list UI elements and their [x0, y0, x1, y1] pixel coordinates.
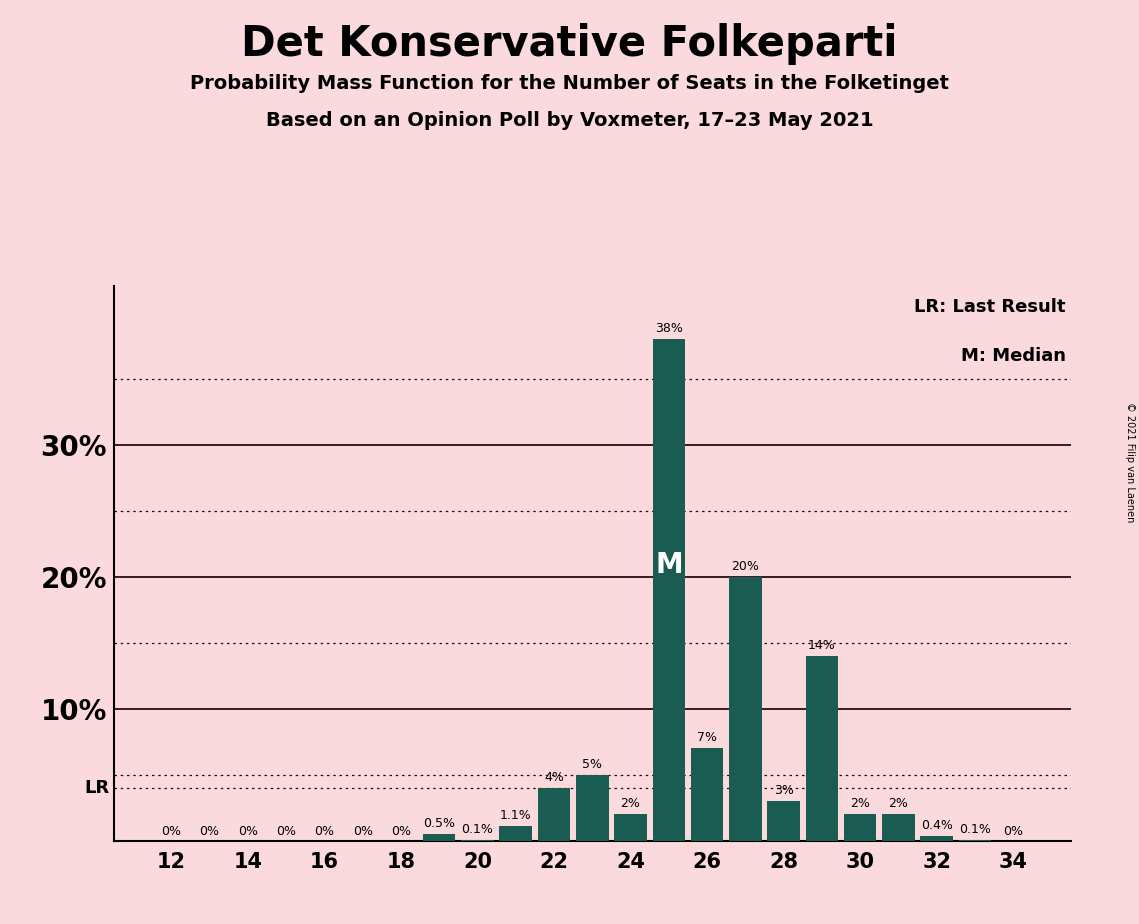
- Bar: [653, 339, 685, 841]
- Bar: [576, 775, 608, 841]
- Text: M: M: [655, 551, 682, 579]
- Text: 14%: 14%: [808, 639, 836, 652]
- Bar: [768, 801, 800, 841]
- Text: 0%: 0%: [314, 824, 335, 837]
- Text: 38%: 38%: [655, 322, 682, 335]
- Bar: [614, 814, 647, 841]
- Text: © 2021 Filip van Laenen: © 2021 Filip van Laenen: [1125, 402, 1134, 522]
- Text: M: Median: M: Median: [961, 347, 1066, 365]
- Text: 0%: 0%: [353, 824, 372, 837]
- Text: 20%: 20%: [731, 560, 760, 573]
- Bar: [461, 840, 493, 841]
- Bar: [423, 834, 456, 841]
- Bar: [805, 656, 838, 841]
- Text: 7%: 7%: [697, 732, 718, 745]
- Bar: [691, 748, 723, 841]
- Text: 2%: 2%: [850, 797, 870, 810]
- Text: 0%: 0%: [199, 824, 220, 837]
- Text: Based on an Opinion Poll by Voxmeter, 17–23 May 2021: Based on an Opinion Poll by Voxmeter, 17…: [265, 111, 874, 130]
- Text: LR: Last Result: LR: Last Result: [915, 298, 1066, 315]
- Text: 0%: 0%: [276, 824, 296, 837]
- Text: 5%: 5%: [582, 758, 603, 771]
- Text: 0%: 0%: [238, 824, 257, 837]
- Text: 0.4%: 0.4%: [920, 819, 952, 832]
- Text: 0%: 0%: [1003, 824, 1023, 837]
- Bar: [844, 814, 876, 841]
- Text: Probability Mass Function for the Number of Seats in the Folketinget: Probability Mass Function for the Number…: [190, 74, 949, 93]
- Bar: [500, 826, 532, 841]
- Text: LR: LR: [84, 779, 109, 797]
- Text: 0.5%: 0.5%: [424, 818, 456, 831]
- Text: 4%: 4%: [544, 772, 564, 784]
- Text: 0%: 0%: [391, 824, 411, 837]
- Text: 0%: 0%: [162, 824, 181, 837]
- Bar: [538, 788, 571, 841]
- Text: 2%: 2%: [888, 797, 909, 810]
- Text: 3%: 3%: [773, 784, 794, 797]
- Text: 0.1%: 0.1%: [461, 822, 493, 835]
- Text: 1.1%: 1.1%: [500, 809, 532, 822]
- Bar: [729, 577, 762, 841]
- Text: Det Konservative Folkeparti: Det Konservative Folkeparti: [241, 23, 898, 65]
- Text: 0.1%: 0.1%: [959, 822, 991, 835]
- Bar: [959, 840, 991, 841]
- Text: 2%: 2%: [621, 797, 640, 810]
- Bar: [920, 835, 953, 841]
- Bar: [883, 814, 915, 841]
